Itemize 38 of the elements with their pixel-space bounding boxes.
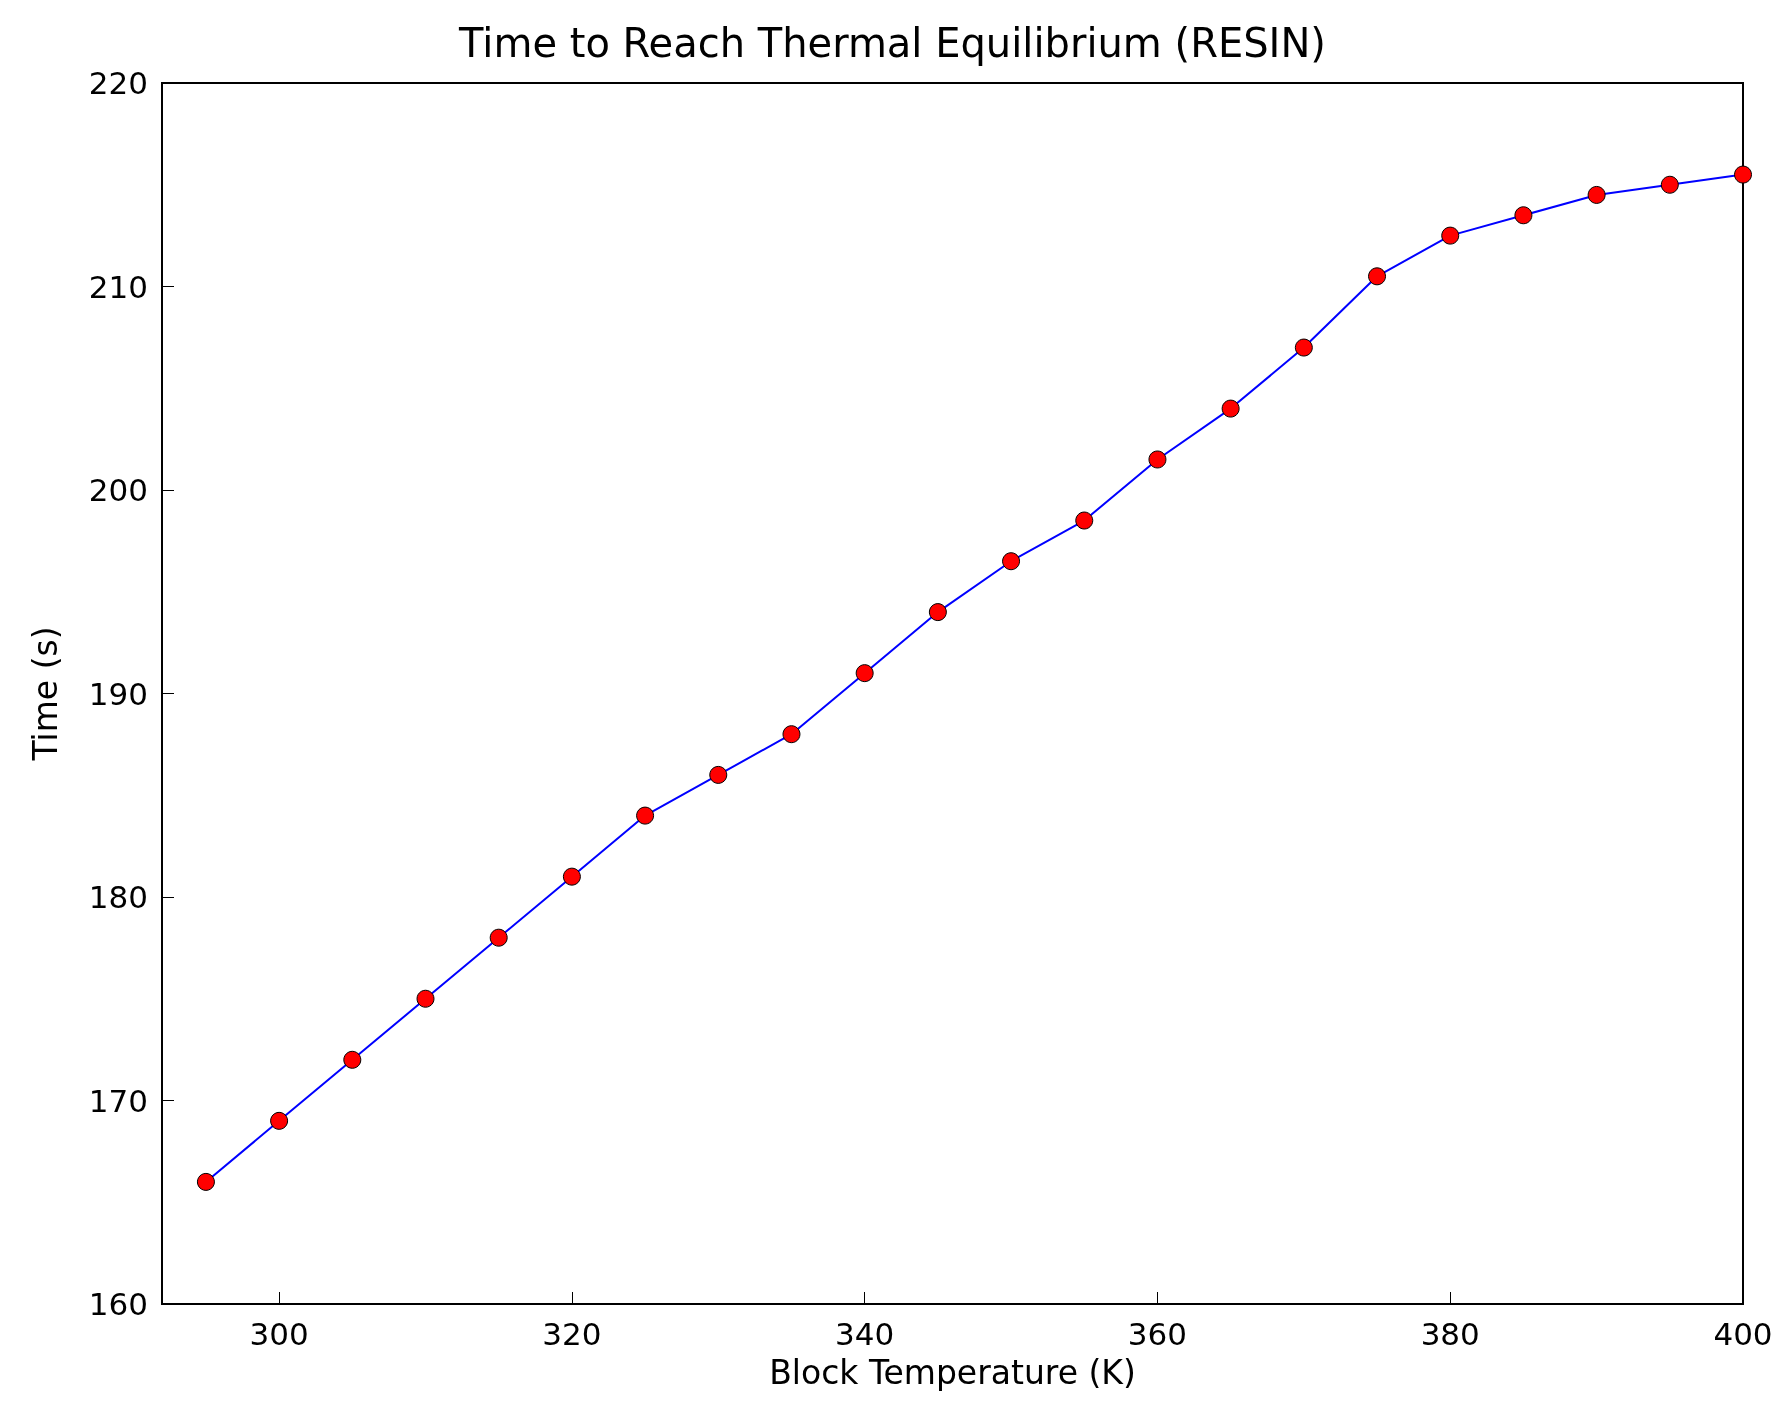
x-axis-title: Block Temperature (K)	[769, 1353, 1136, 1392]
point	[1734, 165, 1752, 184]
y-tick-label: 160	[88, 1286, 148, 1322]
point	[562, 867, 581, 886]
point	[709, 765, 728, 784]
point	[343, 1050, 362, 1069]
point	[489, 928, 508, 947]
point	[1514, 206, 1533, 225]
point	[636, 806, 655, 825]
point	[1221, 399, 1240, 418]
point	[855, 664, 874, 683]
point	[782, 725, 801, 744]
point	[270, 1111, 289, 1130]
point	[1368, 267, 1387, 286]
x-tick-label: 360	[1127, 1315, 1188, 1352]
x-tick-label: 400	[1713, 1315, 1773, 1352]
x-tick-label: 320	[542, 1315, 602, 1352]
chart-title: Time to Reach Thermal Equilibrium (RESIN)	[458, 20, 1326, 66]
y-tick-label: 190	[88, 675, 148, 712]
y-tick-label: 170	[88, 1082, 148, 1119]
x-tick-label: 340	[835, 1315, 895, 1352]
point	[928, 603, 947, 622]
x-tick-label: 380	[1420, 1315, 1480, 1352]
point	[1002, 552, 1021, 571]
x-tick-label: 300	[249, 1315, 309, 1352]
y-tick-label: 210	[88, 268, 148, 305]
point	[1075, 511, 1094, 530]
y-tick-label: 220	[88, 65, 148, 101]
y-tick-label: 180	[88, 879, 148, 915]
point	[416, 989, 435, 1008]
point	[1148, 450, 1167, 469]
point	[1660, 175, 1679, 194]
point	[1587, 185, 1606, 204]
point	[1294, 338, 1313, 357]
point	[196, 1172, 215, 1191]
point	[1441, 226, 1460, 245]
y-axis-title: Time (s)	[26, 626, 65, 762]
y-tick-label: 200	[88, 472, 148, 508]
